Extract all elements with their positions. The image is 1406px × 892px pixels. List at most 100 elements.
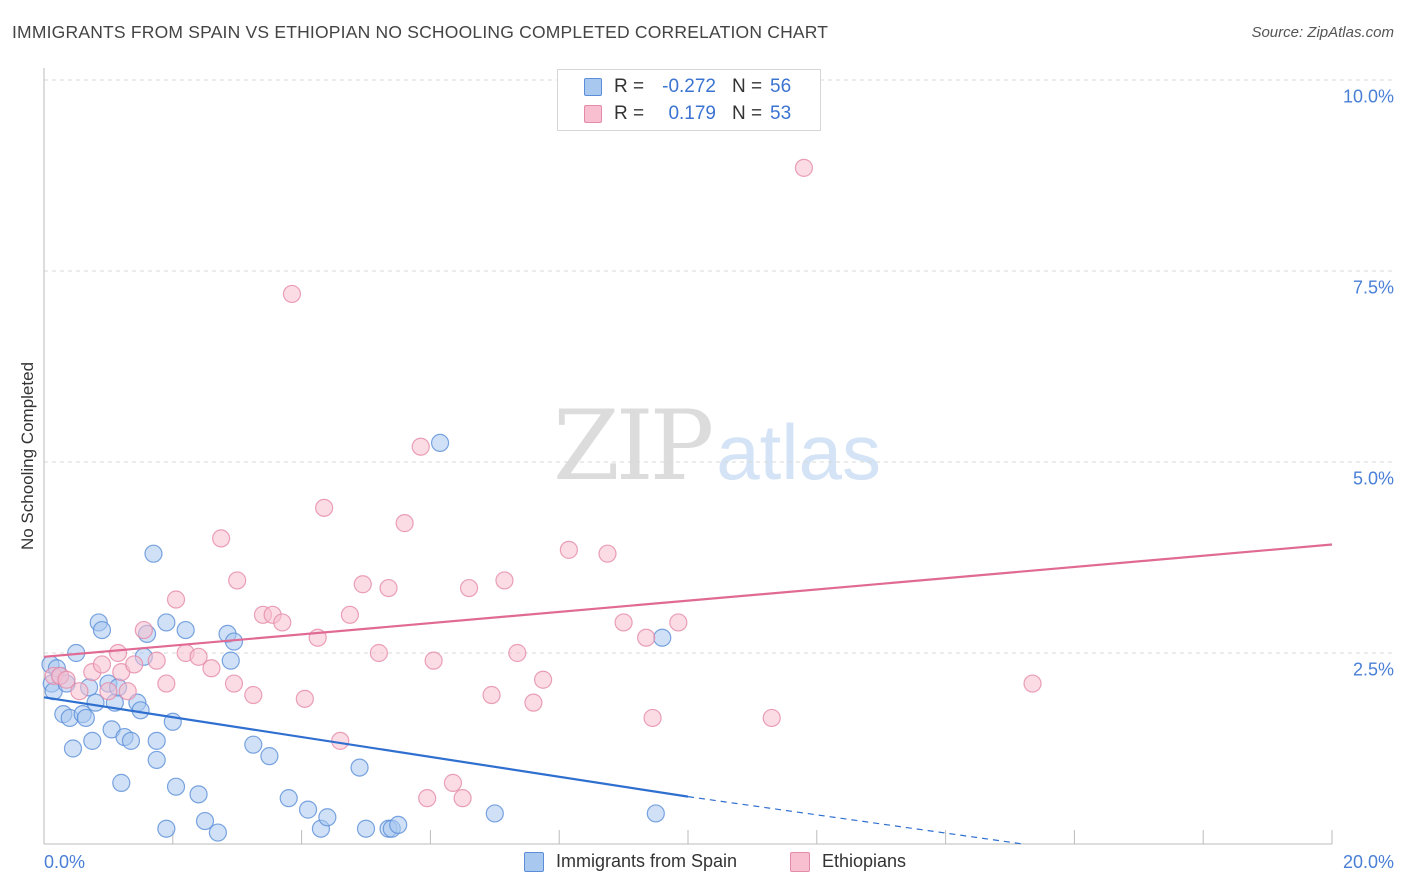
data-point-ethiopians — [794, 158, 814, 177]
data-point-ethiopians — [598, 544, 617, 563]
data-point-spain — [176, 620, 195, 640]
data-point-spain — [157, 613, 176, 632]
data-point-ethiopians — [315, 498, 334, 517]
spain-swatch-icon — [584, 78, 602, 96]
data-point-spain — [144, 544, 163, 563]
data-point-spain — [318, 808, 337, 827]
legend-label: Ethiopians — [822, 851, 907, 871]
data-point-ethiopians — [92, 655, 112, 674]
data-point-ethiopians — [443, 773, 463, 792]
data-point-ethiopians — [508, 643, 527, 663]
data-point-ethiopians — [157, 674, 176, 693]
data-point-ethiopians — [282, 284, 302, 304]
y-tick-label: 7.5% — [1352, 277, 1394, 298]
stats-box: R = -0.272 N = 56 R = 0.179 N = 53 — [557, 69, 821, 131]
data-point-ethiopians — [614, 613, 633, 632]
data-point-spain — [260, 747, 279, 766]
data-point-ethiopians — [244, 685, 263, 705]
data-point-ethiopians — [340, 605, 359, 624]
x-tick-label: 20.0% — [1342, 852, 1394, 872]
y-tick-label: 5.0% — [1352, 468, 1394, 489]
y-tick-label: 10.0% — [1342, 86, 1394, 107]
data-point-ethiopians — [125, 655, 144, 674]
data-point-spain — [298, 800, 318, 819]
data-point-ethiopians — [459, 578, 479, 598]
stats-row-ethiopians: R = 0.179 N = 53 — [558, 101, 820, 127]
data-point-ethiopians — [118, 682, 137, 701]
data-point-ethiopians — [495, 571, 514, 590]
data-point-ethiopians — [353, 575, 372, 594]
data-point-spain — [63, 739, 83, 758]
data-point-ethiopians — [166, 590, 186, 609]
data-point-spain — [76, 708, 95, 728]
n-label: N = — [732, 103, 763, 124]
data-point-ethiopians — [1023, 674, 1042, 693]
data-point-ethiopians — [369, 643, 388, 663]
data-point-ethiopians — [533, 670, 553, 689]
data-point-spain — [208, 823, 227, 842]
data-point-ethiopians — [762, 708, 781, 728]
r-label: R = — [614, 76, 645, 97]
data-point-ethiopians — [379, 578, 398, 598]
data-point-ethiopians — [669, 613, 688, 632]
legend-item-ethiopians[interactable]: Ethiopians — [790, 851, 906, 872]
data-point-spain — [92, 620, 112, 640]
data-point-ethiopians — [189, 647, 208, 666]
n-value: 53 — [770, 103, 792, 124]
data-point-ethiopians — [99, 682, 118, 701]
data-point-spain — [279, 789, 298, 808]
data-point-ethiopians — [482, 685, 501, 705]
data-point-ethiopians — [228, 571, 247, 590]
data-point-spain — [653, 628, 672, 647]
n-value: 56 — [770, 76, 792, 97]
y-axis-label: No Schooling Completed — [18, 361, 37, 551]
data-point-spain — [147, 731, 166, 750]
data-point-ethiopians — [212, 529, 231, 548]
data-point-ethiopians — [637, 628, 656, 647]
ethiopians-swatch-icon — [584, 105, 602, 123]
y-tick-label: 2.5% — [1352, 659, 1394, 680]
data-point-ethiopians — [643, 708, 662, 728]
data-point-ethiopians — [224, 674, 244, 693]
data-point-spain — [356, 819, 376, 838]
legend-item-spain[interactable]: Immigrants from Spain — [524, 851, 737, 872]
spain-swatch-icon — [524, 851, 544, 872]
r-value: -0.272 — [662, 76, 716, 97]
data-point-ethiopians — [147, 651, 166, 670]
data-point-ethiopians — [424, 651, 443, 670]
data-point-ethiopians — [108, 643, 128, 663]
data-point-spain — [646, 804, 665, 823]
stats-row-spain: R = -0.272 N = 56 — [558, 74, 820, 100]
data-point-ethiopians — [418, 789, 437, 808]
r-value: 0.179 — [668, 103, 716, 124]
data-point-spain — [166, 777, 186, 796]
data-point-spain — [430, 433, 450, 452]
legend: Immigrants from Spain Ethiopians — [0, 851, 1406, 877]
data-point-ethiopians — [70, 682, 89, 701]
source-label: Source: ZipAtlas.com — [1251, 24, 1394, 41]
r-label: R = — [614, 103, 645, 124]
ethiopians-swatch-icon — [790, 851, 810, 872]
data-point-ethiopians — [524, 693, 543, 712]
data-point-ethiopians — [453, 789, 472, 808]
trend-line-ethiopians — [43, 543, 1333, 658]
data-point-spain — [350, 758, 369, 777]
trend-line-extension-spain — [687, 796, 1023, 845]
data-point-spain — [389, 815, 408, 835]
data-point-ethiopians — [295, 689, 314, 708]
chart-title: IMMIGRANTS FROM SPAIN VS ETHIOPIAN NO SC… — [12, 22, 829, 42]
data-point-spain — [221, 651, 240, 670]
data-point-spain — [189, 785, 208, 804]
data-point-spain — [121, 731, 141, 750]
data-point-ethiopians — [559, 540, 578, 559]
legend-label: Immigrants from Spain — [556, 851, 738, 871]
data-point-spain — [195, 811, 215, 831]
trend-line-spain — [43, 696, 689, 798]
data-point-ethiopians — [395, 514, 414, 533]
data-point-ethiopians — [134, 620, 153, 640]
data-point-spain — [147, 750, 166, 770]
data-point-spain — [244, 735, 263, 754]
data-point-spain — [112, 773, 131, 792]
data-point-ethiopians — [57, 670, 76, 689]
